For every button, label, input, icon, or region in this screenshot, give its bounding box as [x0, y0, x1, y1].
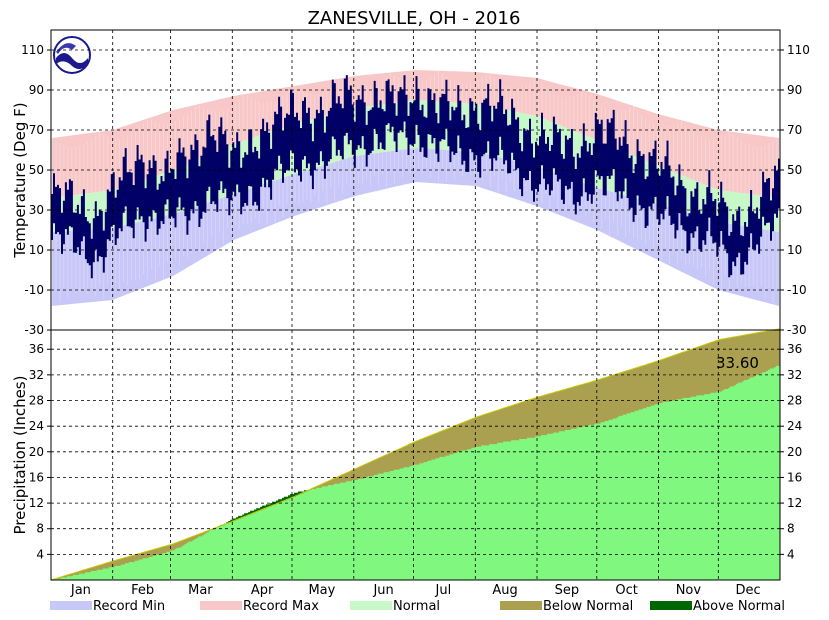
precip-tick-label-left: 28 — [29, 394, 44, 408]
precipitation-panel — [50, 328, 781, 581]
legend-label-below-normal: Below Normal — [543, 599, 633, 614]
plot-frame — [50, 29, 781, 581]
record-max-band — [52, 70, 779, 198]
precip-tick-label-right: 12 — [787, 496, 802, 510]
temp-tick-label-right: -10 — [787, 283, 807, 297]
noaa-logo-icon — [53, 36, 91, 74]
month-label-jun: Jun — [372, 583, 393, 598]
legend-label-record-max: Record Max — [243, 599, 319, 614]
month-label-jan: Jan — [70, 583, 91, 598]
month-label-may: May — [308, 583, 335, 598]
temp-tick-label-right: 50 — [787, 163, 802, 177]
temp-tick-label-right: 70 — [787, 123, 802, 137]
month-label-jul: Jul — [435, 583, 452, 598]
temp-tick-label-left: 90 — [29, 83, 44, 97]
temp-tick-label-left: 70 — [29, 123, 44, 137]
precip-tick-label-right: 36 — [787, 342, 802, 356]
temp-tick-label-left: 50 — [29, 163, 44, 177]
legend-swatch-record-min — [50, 601, 92, 610]
precip-tick-label-right: 32 — [787, 368, 802, 382]
month-label-aug: Aug — [492, 583, 517, 598]
month-label-sep: Sep — [555, 583, 580, 598]
temp-tick-label-right: 10 — [787, 243, 802, 257]
month-label-mar: Mar — [188, 583, 213, 598]
precip-tick-label-right: 8 — [787, 522, 795, 536]
temp-tick-label-left: 10 — [29, 243, 44, 257]
precipitation-total-annotation: 33.60 — [716, 354, 759, 372]
legend-swatch-below-normal — [500, 601, 542, 610]
month-label-nov: Nov — [676, 583, 702, 598]
precip-tick-label-left: 8 — [36, 522, 44, 536]
temp-tick-label-left: -10 — [24, 283, 44, 297]
precip-tick-label-right: 4 — [787, 547, 795, 561]
legend-swatch-normal — [350, 601, 392, 610]
temperature-panel — [51, 70, 780, 306]
month-label-oct: Oct — [615, 583, 637, 598]
precipitation-y-axis-label: Precipitation (Inches) — [11, 376, 29, 535]
precip-tick-label-left: 20 — [29, 445, 44, 459]
precip-tick-label-left: 16 — [29, 470, 44, 484]
chart-title: ZANESVILLE, OH - 2016 — [308, 8, 521, 29]
month-label-dec: Dec — [736, 583, 761, 598]
observed-precipitation-area — [51, 364, 780, 580]
chart-legend: Record Min Record Max Normal Below Normal Ab… — [50, 599, 785, 614]
temp-tick-label-right: 90 — [787, 83, 802, 97]
month-label-feb: Feb — [131, 583, 154, 598]
month-label-apr: Apr — [251, 583, 274, 598]
precip-tick-label-left: 32 — [29, 368, 44, 382]
temp-tick-label-right: 30 — [787, 203, 802, 217]
temp-tick-label-left: -30 — [24, 323, 44, 337]
legend-label-record-min: Record Min — [93, 599, 165, 614]
precip-tick-label-left: 36 — [29, 342, 44, 356]
legend-swatch-record-max — [200, 601, 242, 610]
temperature-y-axis-label: Temperature (Deg F) — [11, 102, 29, 258]
above-normal-precipitation — [55, 489, 312, 579]
legend-label-normal: Normal — [393, 599, 440, 614]
temp-tick-label-right: 110 — [787, 43, 810, 57]
temp-tick-label-right: -30 — [787, 323, 807, 337]
precip-tick-label-right: 24 — [787, 419, 802, 433]
temp-tick-label-left: 30 — [29, 203, 44, 217]
observed-temperature-bars — [51, 75, 780, 279]
precip-tick-label-left: 24 — [29, 419, 44, 433]
chart-axes: 110 110 90 90 70 70 50 50 30 30 10 10 -10 -10 -30 -30 36… — [21, 29, 810, 598]
precip-tick-label-right: 28 — [787, 394, 802, 408]
precip-tick-label-right: 16 — [787, 470, 802, 484]
precip-tick-label-left: 4 — [36, 547, 44, 561]
precip-tick-label-left: 12 — [29, 496, 44, 510]
legend-swatch-above-normal — [650, 601, 692, 610]
precip-tick-label-right: 20 — [787, 445, 802, 459]
legend-label-above-normal: Above Normal — [693, 599, 785, 614]
temp-tick-label-left: 110 — [21, 43, 44, 57]
